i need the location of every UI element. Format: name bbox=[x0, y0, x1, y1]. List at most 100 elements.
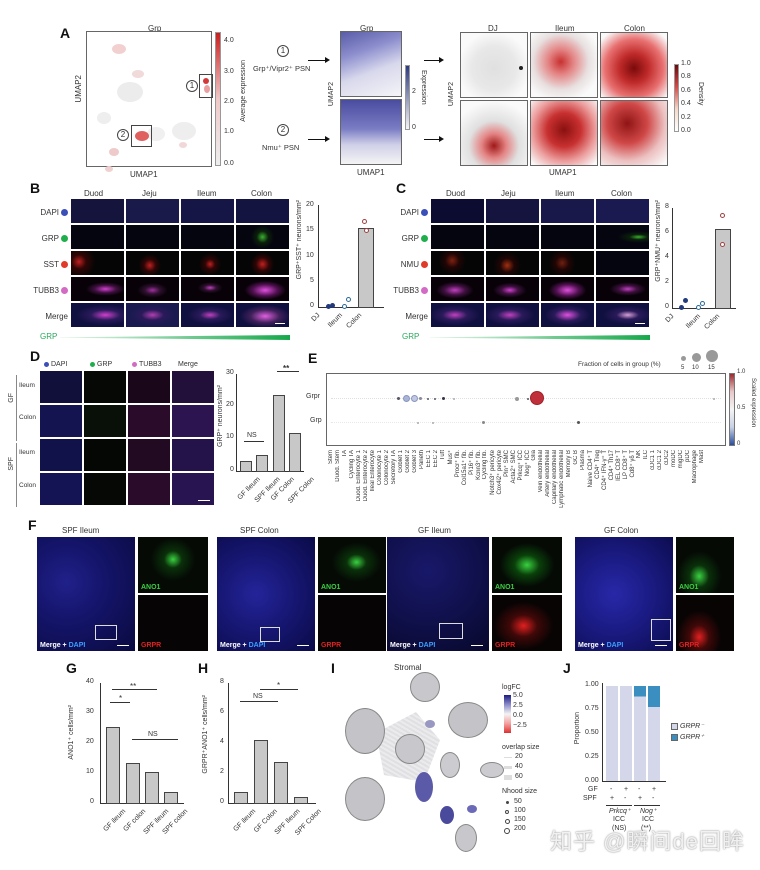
ytick: 30 bbox=[226, 369, 234, 376]
ylabel: GRP⁺ neurons/mm² bbox=[217, 385, 224, 448]
stacked-bar bbox=[606, 686, 618, 781]
size-tick: 10 bbox=[692, 365, 699, 371]
row-label: Colon bbox=[19, 482, 36, 489]
bar bbox=[294, 797, 308, 804]
row-label-merge: Merge bbox=[45, 312, 68, 321]
ano1-image: ANO1 bbox=[491, 536, 563, 594]
cell-type-label: Lymphatic endothelial bbox=[559, 450, 565, 508]
significance-label: NS bbox=[253, 693, 263, 700]
nmu-psn-label: Nmu⁺ PSN bbox=[262, 143, 300, 152]
col-label: Duod bbox=[84, 189, 104, 198]
cbar-tick: 2.0 bbox=[224, 98, 234, 105]
micrograph bbox=[70, 302, 125, 328]
significance-label: ** bbox=[130, 682, 137, 691]
density-ileum-2 bbox=[530, 100, 598, 166]
cell-type-label: Colonocyte 2 bbox=[384, 450, 390, 486]
ano1-image: ANO1 bbox=[675, 536, 735, 594]
cbar-tick: 5.0 bbox=[513, 692, 523, 699]
watermark: 知乎 @瞬间de回眸 bbox=[550, 829, 745, 854]
density-ylabel: UMAP2 bbox=[448, 82, 455, 107]
cell-type-label: Col15a1⁺ fib. bbox=[462, 450, 468, 486]
ytick: 20 bbox=[226, 401, 234, 408]
cell-type-label: cDC2 bbox=[664, 450, 670, 466]
ytick: 1.00 bbox=[585, 681, 599, 688]
ytick: 5 bbox=[310, 277, 314, 284]
milo-graph bbox=[340, 672, 504, 852]
merge-dapi-image: Merge + DAPI bbox=[36, 536, 136, 652]
overlap-size-label: overlap size bbox=[502, 744, 540, 751]
micrograph bbox=[595, 250, 650, 276]
ytick: 8 bbox=[665, 203, 669, 210]
logfc-label: logFC bbox=[502, 684, 521, 691]
cell-type-label: pDC bbox=[685, 450, 691, 463]
dapi-dot-icon bbox=[61, 209, 68, 217]
ylabel: GRPR⁺ANO1⁺ cells/mm² bbox=[202, 695, 209, 774]
group-label: ICC bbox=[642, 816, 655, 823]
cell-type-labels: Stem Duod. Stem TA Cycling TA Duod. Ente… bbox=[328, 448, 724, 508]
bar bbox=[289, 433, 301, 472]
significance-label: ** bbox=[283, 364, 290, 373]
cbar-tick: 0.0 bbox=[224, 160, 234, 167]
grp-gradient-bar bbox=[430, 335, 650, 340]
cbar-tick: 2.5 bbox=[513, 702, 523, 709]
col-label-dapi: DAPI bbox=[44, 361, 67, 368]
nhood-tick: 100 bbox=[514, 807, 526, 814]
ano1-image: ANO1 bbox=[317, 536, 389, 594]
ylabel: GRP⁺NMU⁺ neurons/mm² bbox=[655, 200, 662, 282]
sub-umap-xlabel: UMAP1 bbox=[357, 168, 385, 177]
panel-label-a: A bbox=[60, 25, 71, 41]
umap-ylabel: UMAP2 bbox=[74, 75, 83, 103]
region-2-marker: 2 bbox=[277, 124, 289, 136]
cbar-tick: 1.0 bbox=[224, 128, 234, 135]
expression-colorbar bbox=[405, 65, 410, 130]
cell-type-label: Secretory TA bbox=[391, 450, 397, 485]
average-expression-label: Average expression bbox=[240, 60, 247, 122]
tubb3-dot-icon bbox=[421, 287, 428, 295]
cbar-tick: 0.6 bbox=[681, 87, 691, 94]
col-label: Colon bbox=[611, 189, 632, 198]
micrograph bbox=[125, 250, 180, 276]
micrograph bbox=[235, 198, 290, 224]
cbar-tick: 0 bbox=[412, 124, 416, 131]
micrograph bbox=[125, 198, 180, 224]
significance-label: NS bbox=[247, 432, 257, 439]
cell-type-label: CD4⁺ IFN-γ⁺ T bbox=[602, 450, 608, 490]
ytick: 2 bbox=[665, 278, 669, 285]
cbar-tick: 1.0 bbox=[681, 60, 691, 67]
significance-label: * bbox=[119, 694, 123, 703]
bar bbox=[145, 772, 159, 804]
panel-label-b: B bbox=[30, 180, 41, 196]
group-title: SPF Colon bbox=[240, 526, 279, 535]
micrograph bbox=[180, 250, 235, 276]
grpr-image: GRPR bbox=[675, 594, 735, 652]
xtick: Colon bbox=[703, 313, 722, 331]
col-label: Jeju bbox=[501, 189, 516, 198]
cell-type-label: NK bbox=[636, 450, 642, 459]
micrograph bbox=[171, 472, 215, 506]
ylabel: GRP⁺SST⁺ neurons/mm² bbox=[296, 200, 303, 280]
xtick: DJ bbox=[310, 312, 322, 324]
bar bbox=[106, 727, 120, 804]
ytick: 0.50 bbox=[585, 729, 599, 736]
stromal-title: Stromal bbox=[394, 663, 422, 672]
arrow-right-icon bbox=[424, 57, 444, 63]
panel-label-h: H bbox=[198, 660, 209, 676]
gf-sign: - bbox=[610, 786, 613, 793]
cell-type-label: Notch3⁺ pericyte bbox=[490, 450, 496, 495]
micrograph bbox=[127, 438, 171, 472]
bar bbox=[240, 461, 252, 472]
micrograph bbox=[430, 224, 485, 250]
scale-bar bbox=[471, 644, 483, 646]
panel-label-j: J bbox=[563, 660, 571, 676]
cell-type-label: Prkcq⁺ ICC bbox=[518, 450, 524, 481]
ytick: 2 bbox=[220, 768, 224, 775]
row-label: Ileum bbox=[19, 382, 35, 389]
scaled-expression-label: Scaled expression bbox=[750, 378, 756, 428]
micrograph bbox=[127, 472, 171, 506]
grp-vipr2-psn-label: Grp⁺/Vipr2⁺ PSN bbox=[253, 64, 311, 73]
row-label: Ileum bbox=[19, 449, 35, 456]
ytick: 0.00 bbox=[585, 777, 599, 784]
significance-label: * bbox=[277, 681, 281, 690]
micrograph bbox=[180, 224, 235, 250]
spf-sign: + bbox=[610, 795, 615, 802]
